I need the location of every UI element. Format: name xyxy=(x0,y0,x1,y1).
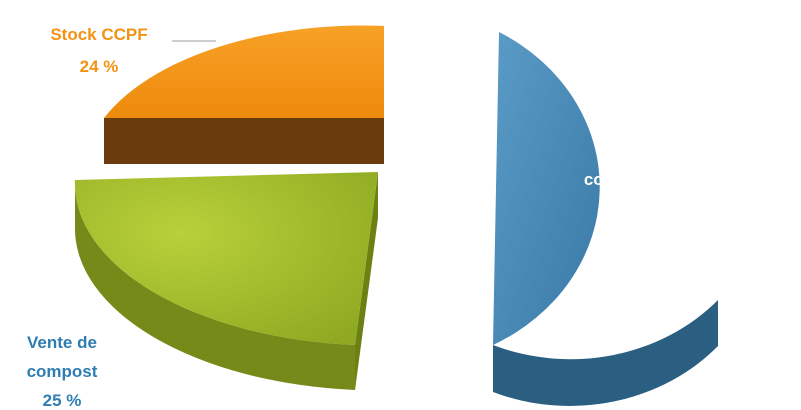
slice-stock-side xyxy=(104,118,384,164)
slice-vente-top xyxy=(74,172,378,345)
slice-vente xyxy=(74,172,378,390)
slice-stock-top xyxy=(104,25,384,118)
label-stock: Stock CCPF 24 % xyxy=(50,25,147,76)
label-retrait-value: 51 % xyxy=(630,230,669,249)
slice-retrait-top xyxy=(493,32,600,345)
label-retrait-line-3: collectivités xyxy=(600,200,697,219)
slice-vente-inner xyxy=(355,172,378,390)
label-vente-line-1: Vente de xyxy=(27,333,97,352)
label-retrait: Retrait de compost par les collectivités… xyxy=(584,140,714,249)
label-stock-value: 24 % xyxy=(80,57,119,76)
label-retrait-line-1: Retrait de xyxy=(610,140,688,159)
label-vente-line-2: compost xyxy=(27,362,98,381)
slice-retrait-side xyxy=(493,300,718,406)
label-vente: Vente de compost 25 % xyxy=(27,333,98,410)
slice-retrait xyxy=(493,32,718,406)
slice-vente-side xyxy=(74,180,355,390)
slice-stock xyxy=(104,25,384,164)
label-retrait-line-2: compost par les xyxy=(584,170,714,189)
label-vente-value: 25 % xyxy=(43,391,82,410)
label-stock-line-1: Stock CCPF xyxy=(50,25,147,44)
